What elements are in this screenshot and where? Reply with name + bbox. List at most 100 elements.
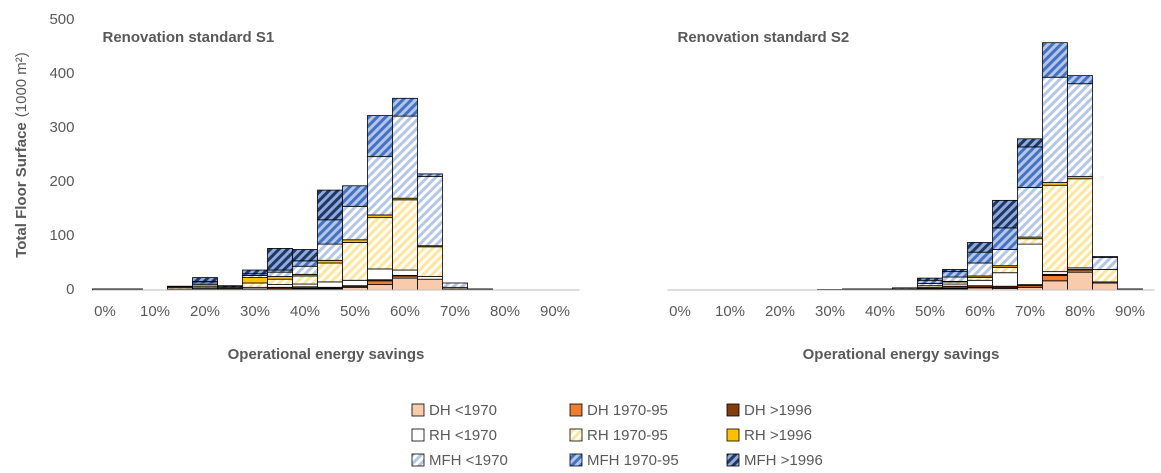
bar-segment xyxy=(967,242,993,253)
legend-swatch xyxy=(411,428,425,442)
legend-label: DH 1970-95 xyxy=(587,402,668,419)
x-tick-label: 10% xyxy=(715,303,745,320)
bar-segment xyxy=(367,115,393,158)
bar-segment xyxy=(317,262,343,283)
bar-segment xyxy=(1092,282,1118,291)
legend-swatch xyxy=(726,403,740,417)
bar-segment xyxy=(367,217,393,270)
bar-segment xyxy=(1017,146,1043,188)
bar-segment xyxy=(92,288,118,290)
bar-segment xyxy=(1017,238,1043,245)
bar-segment xyxy=(192,277,218,282)
x-tick-label: 90% xyxy=(1115,303,1145,320)
y-axis-label: Total Floor Surface (1000 m²) xyxy=(13,52,30,258)
bar-segment xyxy=(317,243,343,261)
bar-segment xyxy=(167,285,193,288)
legend-label: RH >1996 xyxy=(744,427,812,444)
bar-segment xyxy=(267,248,293,271)
bar-segment xyxy=(892,287,918,290)
bar-segment xyxy=(292,283,318,288)
x-tick-label: 60% xyxy=(965,303,995,320)
bar-segment xyxy=(942,269,968,273)
bar-segment xyxy=(867,288,893,290)
legend-swatch xyxy=(569,428,583,442)
legend-swatch xyxy=(411,403,425,417)
bar-segment xyxy=(292,265,318,275)
bar-segment xyxy=(442,282,468,288)
bar-segment xyxy=(342,242,368,281)
legend-label: DH <1970 xyxy=(429,402,497,419)
bar-segment xyxy=(1092,257,1118,270)
y-tick-label: 400 xyxy=(49,65,74,82)
x-axis-label: Operational energy savings xyxy=(803,346,1000,363)
bar-segment xyxy=(1042,76,1068,183)
bar-segment xyxy=(242,269,268,275)
bar-segment xyxy=(392,199,418,271)
x-tick-label: 20% xyxy=(765,303,795,320)
bar-segment xyxy=(392,115,418,199)
legend-swatch xyxy=(569,453,583,467)
bar-segment xyxy=(292,260,318,267)
bar-segment xyxy=(317,259,343,264)
legend-label: RH 1970-95 xyxy=(587,427,668,444)
bar-segment xyxy=(1067,83,1093,177)
bar-segment xyxy=(1042,182,1068,186)
bar-segment xyxy=(317,189,343,221)
bar-segment xyxy=(317,281,343,288)
bar-segment xyxy=(1042,280,1068,291)
bar-segment xyxy=(1067,271,1093,291)
bar-segment xyxy=(367,156,393,216)
bar-segment xyxy=(1017,243,1043,286)
bar-segment xyxy=(1017,138,1043,148)
bar-segment xyxy=(267,284,293,288)
x-tick-label: 50% xyxy=(915,303,945,320)
bar-segment xyxy=(217,285,243,288)
bar-segment xyxy=(1042,184,1068,273)
bar-segment xyxy=(467,288,493,290)
y-tick-label: 300 xyxy=(49,119,74,136)
bar-segment xyxy=(267,276,293,280)
x-tick-label: 30% xyxy=(815,303,845,320)
bar-segment xyxy=(417,173,443,177)
bar-segment xyxy=(1092,269,1118,283)
bar-segment xyxy=(967,262,993,277)
bar-segment xyxy=(342,205,368,241)
bar-segment xyxy=(992,199,1018,229)
x-tick-label: 0% xyxy=(669,303,691,320)
y-tick-label: 200 xyxy=(49,173,74,190)
bar-segment xyxy=(917,277,943,281)
y-axis-unit: (1000 m²) xyxy=(13,52,30,117)
bar-segment xyxy=(1042,271,1068,275)
bar-segment xyxy=(292,275,318,285)
bar-segment xyxy=(367,214,393,219)
bar-segment xyxy=(417,176,443,247)
bar-segment xyxy=(267,271,293,277)
bar-segment xyxy=(967,277,993,281)
bar-segment xyxy=(342,239,368,243)
bar-segment xyxy=(1117,288,1143,290)
x-tick-label: 70% xyxy=(1015,303,1045,320)
y-axis-title: Total Floor Surface xyxy=(13,122,30,258)
bar-segment xyxy=(1092,256,1118,258)
bar-segment xyxy=(417,278,443,291)
bar-segment xyxy=(992,266,1018,274)
bar-segment xyxy=(242,277,268,284)
legend-swatch xyxy=(726,453,740,467)
bar-segment xyxy=(917,279,943,284)
bar-segment xyxy=(992,249,1018,267)
x-tick-label: 40% xyxy=(865,303,895,320)
bar-segment xyxy=(117,288,143,290)
bar-segment xyxy=(367,268,393,281)
legend-swatch xyxy=(411,453,425,467)
bar-segment xyxy=(1067,178,1093,269)
x-tick-label: 70% xyxy=(440,303,470,320)
x-tick-label: 30% xyxy=(240,303,270,320)
bar-segment xyxy=(367,280,393,286)
panel-title: Renovation standard S2 xyxy=(678,29,850,46)
bar-segment xyxy=(842,288,868,290)
bar-segment xyxy=(1042,42,1068,78)
legend-swatch xyxy=(569,403,583,417)
legend-label: MFH >1996 xyxy=(744,452,823,468)
y-tick-label: 500 xyxy=(49,11,74,28)
